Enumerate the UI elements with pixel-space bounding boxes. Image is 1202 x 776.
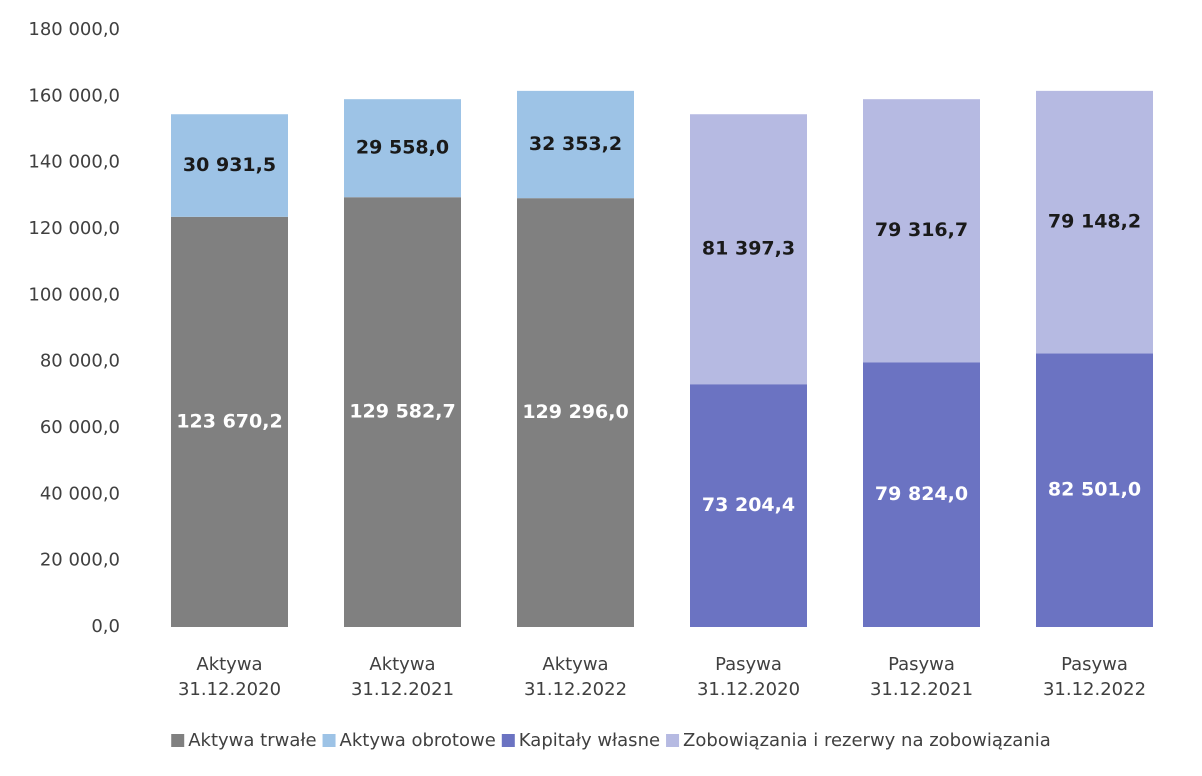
data-label: 32 353,2 bbox=[529, 133, 622, 155]
bar-segment bbox=[517, 198, 634, 627]
x-tick-label: Pasywa 31.12.2021 bbox=[870, 654, 973, 700]
data-label: 79 824,0 bbox=[875, 483, 968, 505]
bar-segment bbox=[171, 114, 288, 217]
data-label: 123 670,2 bbox=[176, 410, 282, 432]
legend-label: Aktywa trwałe bbox=[188, 730, 316, 751]
data-label: 82 501,0 bbox=[1048, 479, 1141, 501]
bar-segment bbox=[863, 362, 980, 627]
data-label: 129 582,7 bbox=[349, 401, 455, 423]
bar-segment bbox=[171, 216, 288, 628]
legend-label: Zobowiązania i rezerwy na zobowiązania bbox=[683, 730, 1051, 751]
data-label: 81 397,3 bbox=[702, 238, 795, 260]
x-tick-label: Aktywa 31.12.2021 bbox=[351, 654, 454, 700]
y-tick-label: 60 000,0 bbox=[40, 417, 120, 438]
x-tick-label: Aktywa 31.12.2020 bbox=[178, 654, 281, 700]
data-label: 129 296,0 bbox=[522, 401, 628, 423]
legend-label: Aktywa obrotowe bbox=[340, 730, 496, 751]
y-tick-label: 0,0 bbox=[91, 616, 120, 637]
bar-segment bbox=[344, 197, 461, 627]
y-tick-label: 80 000,0 bbox=[40, 351, 120, 372]
bar-segment bbox=[344, 99, 461, 198]
data-label: 30 931,5 bbox=[183, 154, 276, 176]
y-tick-label: 20 000,0 bbox=[40, 550, 120, 571]
data-label: 73 204,4 bbox=[702, 494, 795, 516]
x-tick-label: Pasywa 31.12.2020 bbox=[697, 654, 800, 700]
legend-swatch bbox=[666, 734, 680, 747]
x-tick-label: Aktywa 31.12.2022 bbox=[524, 654, 627, 700]
y-tick-label: 40 000,0 bbox=[40, 483, 120, 504]
bar-segment bbox=[517, 90, 634, 199]
bar-segment bbox=[690, 114, 807, 385]
y-tick-label: 100 000,0 bbox=[28, 284, 120, 305]
bar-segment bbox=[863, 99, 980, 363]
legend-label: Kapitały własne bbox=[519, 730, 660, 751]
x-tick-label: Pasywa 31.12.2022 bbox=[1043, 654, 1146, 700]
y-tick-label: 120 000,0 bbox=[28, 218, 120, 239]
legend-swatch bbox=[171, 734, 185, 747]
bar-segment bbox=[1036, 353, 1153, 627]
y-tick-label: 160 000,0 bbox=[28, 85, 120, 106]
y-tick-label: 140 000,0 bbox=[28, 152, 120, 173]
data-label: 79 148,2 bbox=[1048, 211, 1141, 233]
legend-swatch bbox=[322, 734, 336, 747]
data-label: 29 558,0 bbox=[356, 137, 449, 159]
legend-swatch bbox=[501, 734, 515, 747]
y-tick-label: 180 000,0 bbox=[28, 19, 120, 40]
bar-segment bbox=[690, 384, 807, 627]
data-label: 79 316,7 bbox=[875, 219, 968, 241]
bar-segment bbox=[1036, 90, 1153, 354]
